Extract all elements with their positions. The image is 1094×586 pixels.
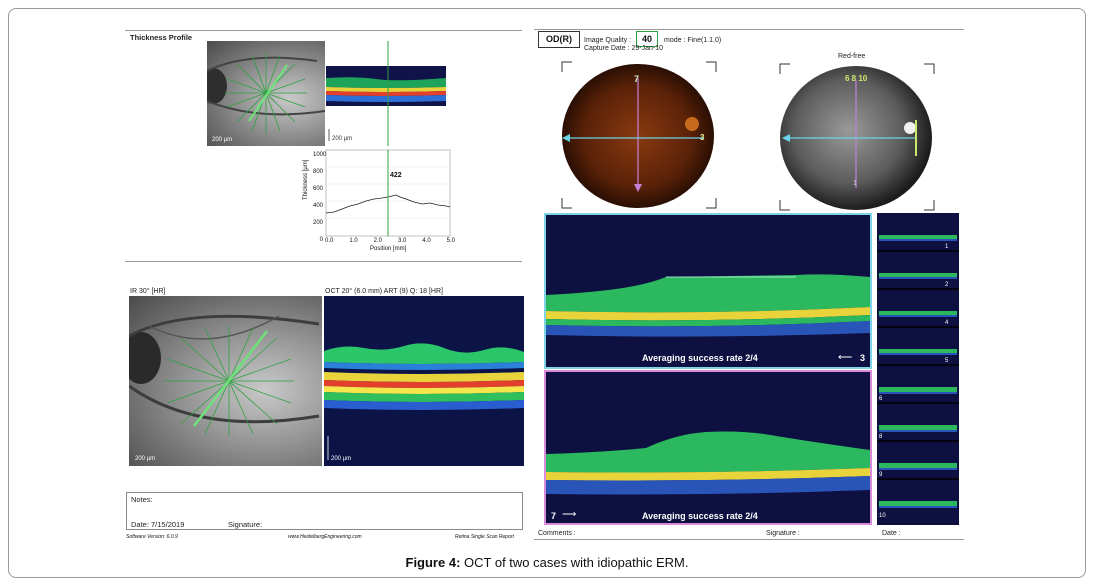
quality-label: Image Quality : [584,37,632,44]
y-tick-1000: 1000 [313,152,327,158]
oct-top-scale: 200 µm [332,136,353,142]
oct-bottom: 200 µm [324,296,524,466]
oct-scan-1: Averaging success rate 2/4 ⟵ 3 [544,213,872,369]
redfree-marker-top: 6 8 10 [845,74,868,83]
thumb-label-10: 10 [879,513,886,519]
ir-fundus-top: 200 µm [207,41,325,146]
thumbnail-strip: 1 2 4 5 6 8 9 10 [877,213,959,525]
thumb-label-5: 5 [945,358,949,364]
right-top-rule [534,29,964,30]
caption-bold: Figure 4: [405,555,461,570]
eye-label: OD(R) [538,31,580,48]
y-tick-600: 600 [313,186,324,192]
x-tick-4: 4.0 [422,238,431,244]
x-tick-2: 2.0 [373,238,382,244]
oct-bottom-scale: 200 µm [331,456,352,462]
oct-title: OCT 20° (6.0 mm) ART (9) Q: 18 [HR] [325,288,443,295]
thumb-label-1: 1 [945,244,949,250]
left-top-rule [125,30,522,31]
ir-fundus-bottom: 200 µm [129,296,322,466]
notes-box: Notes: Date: 7/15/2019 Signature: [126,492,523,530]
plot-xlabel: Position [mm] [370,246,407,252]
notes-label: Notes: [131,495,153,504]
color-marker-right: 3 [700,133,705,142]
thickness-profile-title: Thickness Profile [130,33,193,42]
arrow-1-num: 3 [860,353,866,363]
quality-value: 40 [636,31,658,47]
thickness-plot [325,149,451,237]
redfree-fundus [779,63,935,211]
color-marker-top: 7 [634,74,640,84]
arrow-2-num: 7 [551,511,557,521]
plot-y-ticks: 1000 800 600 400 200 0 [313,147,327,249]
ir-title: IR 30° [HR] [130,288,166,295]
date-label-right: Date : [882,530,901,537]
arrow-2-icon: ⟶ [562,509,577,520]
caption-text: OCT of two cases with idiopathic ERM. [460,555,689,570]
y-tick-200: 200 [313,220,324,226]
oct-scan-2: 7 ⟶ Averaging success rate 2/4 [544,370,872,525]
right-bottom-rule [534,539,964,540]
oct-top: 200 µm [326,41,446,146]
thumb-label-8: 8 [879,434,883,440]
thumb-label-4: 4 [945,320,949,326]
capture-date: Capture Date : 29-Jan-10 [584,45,663,52]
thumb-label-9: 9 [879,472,883,478]
left-mid-rule [125,261,522,262]
footer-software: Software Version: 6.0.9 [126,534,178,540]
redfree-marker-bottom: 1 [853,180,857,187]
redfree-label: Red-free [838,53,866,60]
x-tick-3: 3.0 [397,238,407,244]
y-tick-0: 0 [319,237,323,243]
thumb-label-6: 6 [879,396,883,402]
figure-caption: Figure 4: OCT of two cases with idiopath… [0,555,1094,570]
color-fundus [561,61,717,209]
mode-text: mode : Fine(1.1.0) [664,37,722,44]
comments-label: Comments : [538,530,576,537]
plot-x-ticks: 0.0 1.0 2.0 3.0 4.0 5.0 [325,238,455,244]
oct-banner-1: Averaging success rate 2/4 [642,353,758,363]
x-tick-5: 5.0 [446,238,455,244]
ir-bottom-scale: 200 µm [135,456,156,462]
signature-label-right: Signature : [766,530,800,537]
footer-website: www.HeidelbergEngineering.com [288,534,362,540]
plot-peak-label: 422 [390,172,402,179]
thumb-label-2: 2 [945,282,949,288]
arrow-1-icon: ⟵ [838,352,853,363]
y-tick-400: 400 [313,203,324,209]
signature-label-left: Signature: [228,520,263,529]
ir-top-scale: 200 µm [212,137,233,143]
oct-banner-2: Averaging success rate 2/4 [642,511,758,521]
plot-ylabel: Thickness [µm] [303,159,309,200]
footer-report: Retina Single Scan Report [455,534,514,540]
x-tick-1: 1.0 [349,238,358,244]
date-text: Date: 7/15/2019 [131,520,185,529]
x-tick-0: 0.0 [325,238,334,244]
y-tick-800: 800 [313,169,324,175]
